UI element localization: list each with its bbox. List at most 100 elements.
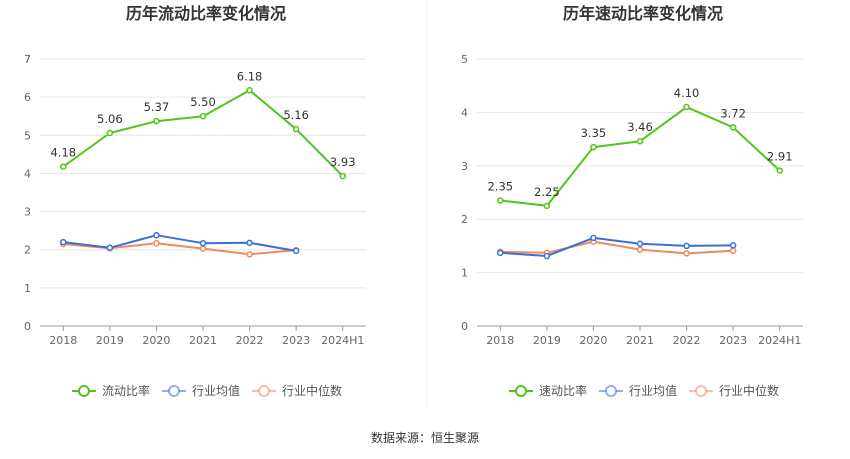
y-tick-label: 1 [24, 282, 31, 295]
data-point[interactable] [153, 117, 160, 125]
data-point[interactable] [246, 87, 253, 94]
chart-title: 历年流动比率变化情况 [126, 4, 286, 23]
data-point[interactable] [497, 197, 504, 204]
data-point[interactable] [246, 239, 253, 247]
series-line-2 [63, 234, 297, 252]
legend-item-2[interactable]: 行业均值 [599, 383, 677, 398]
data-label: 5.06 [97, 112, 123, 126]
data-source-label: 数据来源：恒生聚源 [371, 430, 479, 445]
y-tick-label: 5 [461, 53, 468, 66]
data-point[interactable] [636, 137, 644, 145]
data-point[interactable] [106, 129, 114, 137]
data-point[interactable] [106, 244, 114, 252]
data-label: 4.10 [674, 86, 700, 100]
legend-item-3[interactable]: 行业中位数 [252, 383, 342, 398]
data-point[interactable] [729, 124, 737, 131]
data-point[interactable] [199, 239, 207, 247]
data-label: 3.93 [330, 155, 356, 169]
legend-label: 行业中位数 [719, 383, 779, 398]
legend-marker [605, 385, 617, 397]
y-tick-label: 3 [461, 160, 468, 173]
data-point[interactable] [153, 231, 160, 239]
data-point[interactable] [776, 167, 783, 174]
data-point[interactable] [636, 246, 644, 253]
y-tick-label: 4 [461, 106, 468, 119]
legend-item-2[interactable]: 行业均值 [162, 383, 240, 398]
data-label: 3.46 [627, 120, 653, 134]
data-point[interactable] [683, 103, 690, 111]
data-point[interactable] [683, 242, 690, 250]
y-tick-label: 2 [461, 213, 468, 226]
data-point[interactable] [246, 251, 253, 258]
legend-item-3[interactable]: 行业中位数 [689, 383, 779, 398]
legend-label: 行业均值 [192, 383, 240, 398]
data-point[interactable] [729, 242, 737, 249]
x-tick-label: 2023 [719, 334, 747, 347]
data-label: 6.18 [237, 69, 263, 83]
x-tick-label: 2019 [96, 334, 124, 347]
legend-label: 速动比率 [539, 383, 587, 398]
data-point[interactable] [590, 143, 597, 151]
x-tick-label: 2021 [189, 334, 217, 347]
data-point[interactable] [543, 202, 551, 210]
data-label: 2.91 [767, 150, 793, 164]
data-point[interactable] [199, 112, 207, 120]
data-point[interactable] [199, 245, 207, 252]
legend-marker [168, 385, 180, 397]
data-point[interactable] [153, 239, 160, 247]
data-label: 2.35 [487, 180, 513, 194]
chart-panel-2: 历年速动比率变化情况 0 1 2 3 4 5 2018 2019 2020 2021 2022 2023… [461, 4, 803, 398]
data-point[interactable] [60, 238, 67, 246]
legend-marker [695, 385, 707, 397]
x-tick-label: 2020 [579, 334, 607, 347]
series-line-3 [500, 240, 734, 255]
y-tick-label: 2 [24, 244, 31, 257]
data-label: 2.25 [534, 185, 560, 199]
data-label: 3.35 [581, 126, 607, 140]
x-tick-label: 2023 [282, 334, 310, 347]
y-tick-label: 3 [24, 206, 31, 219]
y-tick-label: 1 [461, 267, 468, 280]
data-point[interactable] [60, 163, 67, 170]
data-point[interactable] [683, 250, 690, 257]
chart-title: 历年速动比率变化情况 [563, 4, 723, 23]
y-tick-label: 7 [24, 53, 31, 66]
legend-item-1[interactable]: 速动比率 [509, 383, 587, 398]
x-tick-label: 2024H1 [758, 334, 801, 347]
data-label: 5.16 [283, 108, 309, 122]
data-point[interactable] [339, 172, 346, 180]
data-label: 3.72 [720, 106, 746, 120]
legend-marker [258, 385, 270, 397]
y-tick-label: 4 [24, 167, 31, 180]
data-point[interactable] [590, 234, 597, 242]
legend-label: 行业均值 [629, 383, 677, 398]
data-point[interactable] [729, 247, 737, 254]
y-tick-label: 0 [461, 320, 468, 333]
legend-marker [515, 385, 527, 397]
x-tick-label: 2021 [626, 334, 654, 347]
x-tick-label: 2018 [486, 334, 514, 347]
data-label: 5.50 [190, 95, 216, 109]
chart-panel-1: 历年流动比率变化情况 0 1 2 3 4 5 6 7 2018 2019 2020 2021 2022 20… [24, 4, 366, 398]
data-label: 5.37 [144, 100, 170, 114]
legend-marker [78, 385, 90, 397]
x-tick-label: 2022 [673, 334, 701, 347]
data-point[interactable] [292, 125, 300, 133]
data-point[interactable] [636, 240, 644, 248]
y-tick-label: 6 [24, 91, 31, 104]
legend-label: 流动比率 [102, 383, 150, 398]
x-tick-label: 2018 [49, 334, 77, 347]
legend-item-1[interactable]: 流动比率 [72, 383, 150, 398]
x-tick-label: 2024H1 [321, 334, 364, 347]
series-line-2 [500, 236, 734, 257]
legend-label: 行业中位数 [282, 383, 342, 398]
x-tick-label: 2019 [533, 334, 561, 347]
data-point[interactable] [543, 252, 551, 260]
y-tick-label: 5 [24, 129, 31, 142]
y-tick-label: 0 [24, 320, 31, 333]
data-point[interactable] [292, 247, 300, 255]
data-point[interactable] [497, 249, 504, 257]
data-label: 4.18 [50, 146, 76, 160]
x-tick-label: 2022 [236, 334, 264, 347]
